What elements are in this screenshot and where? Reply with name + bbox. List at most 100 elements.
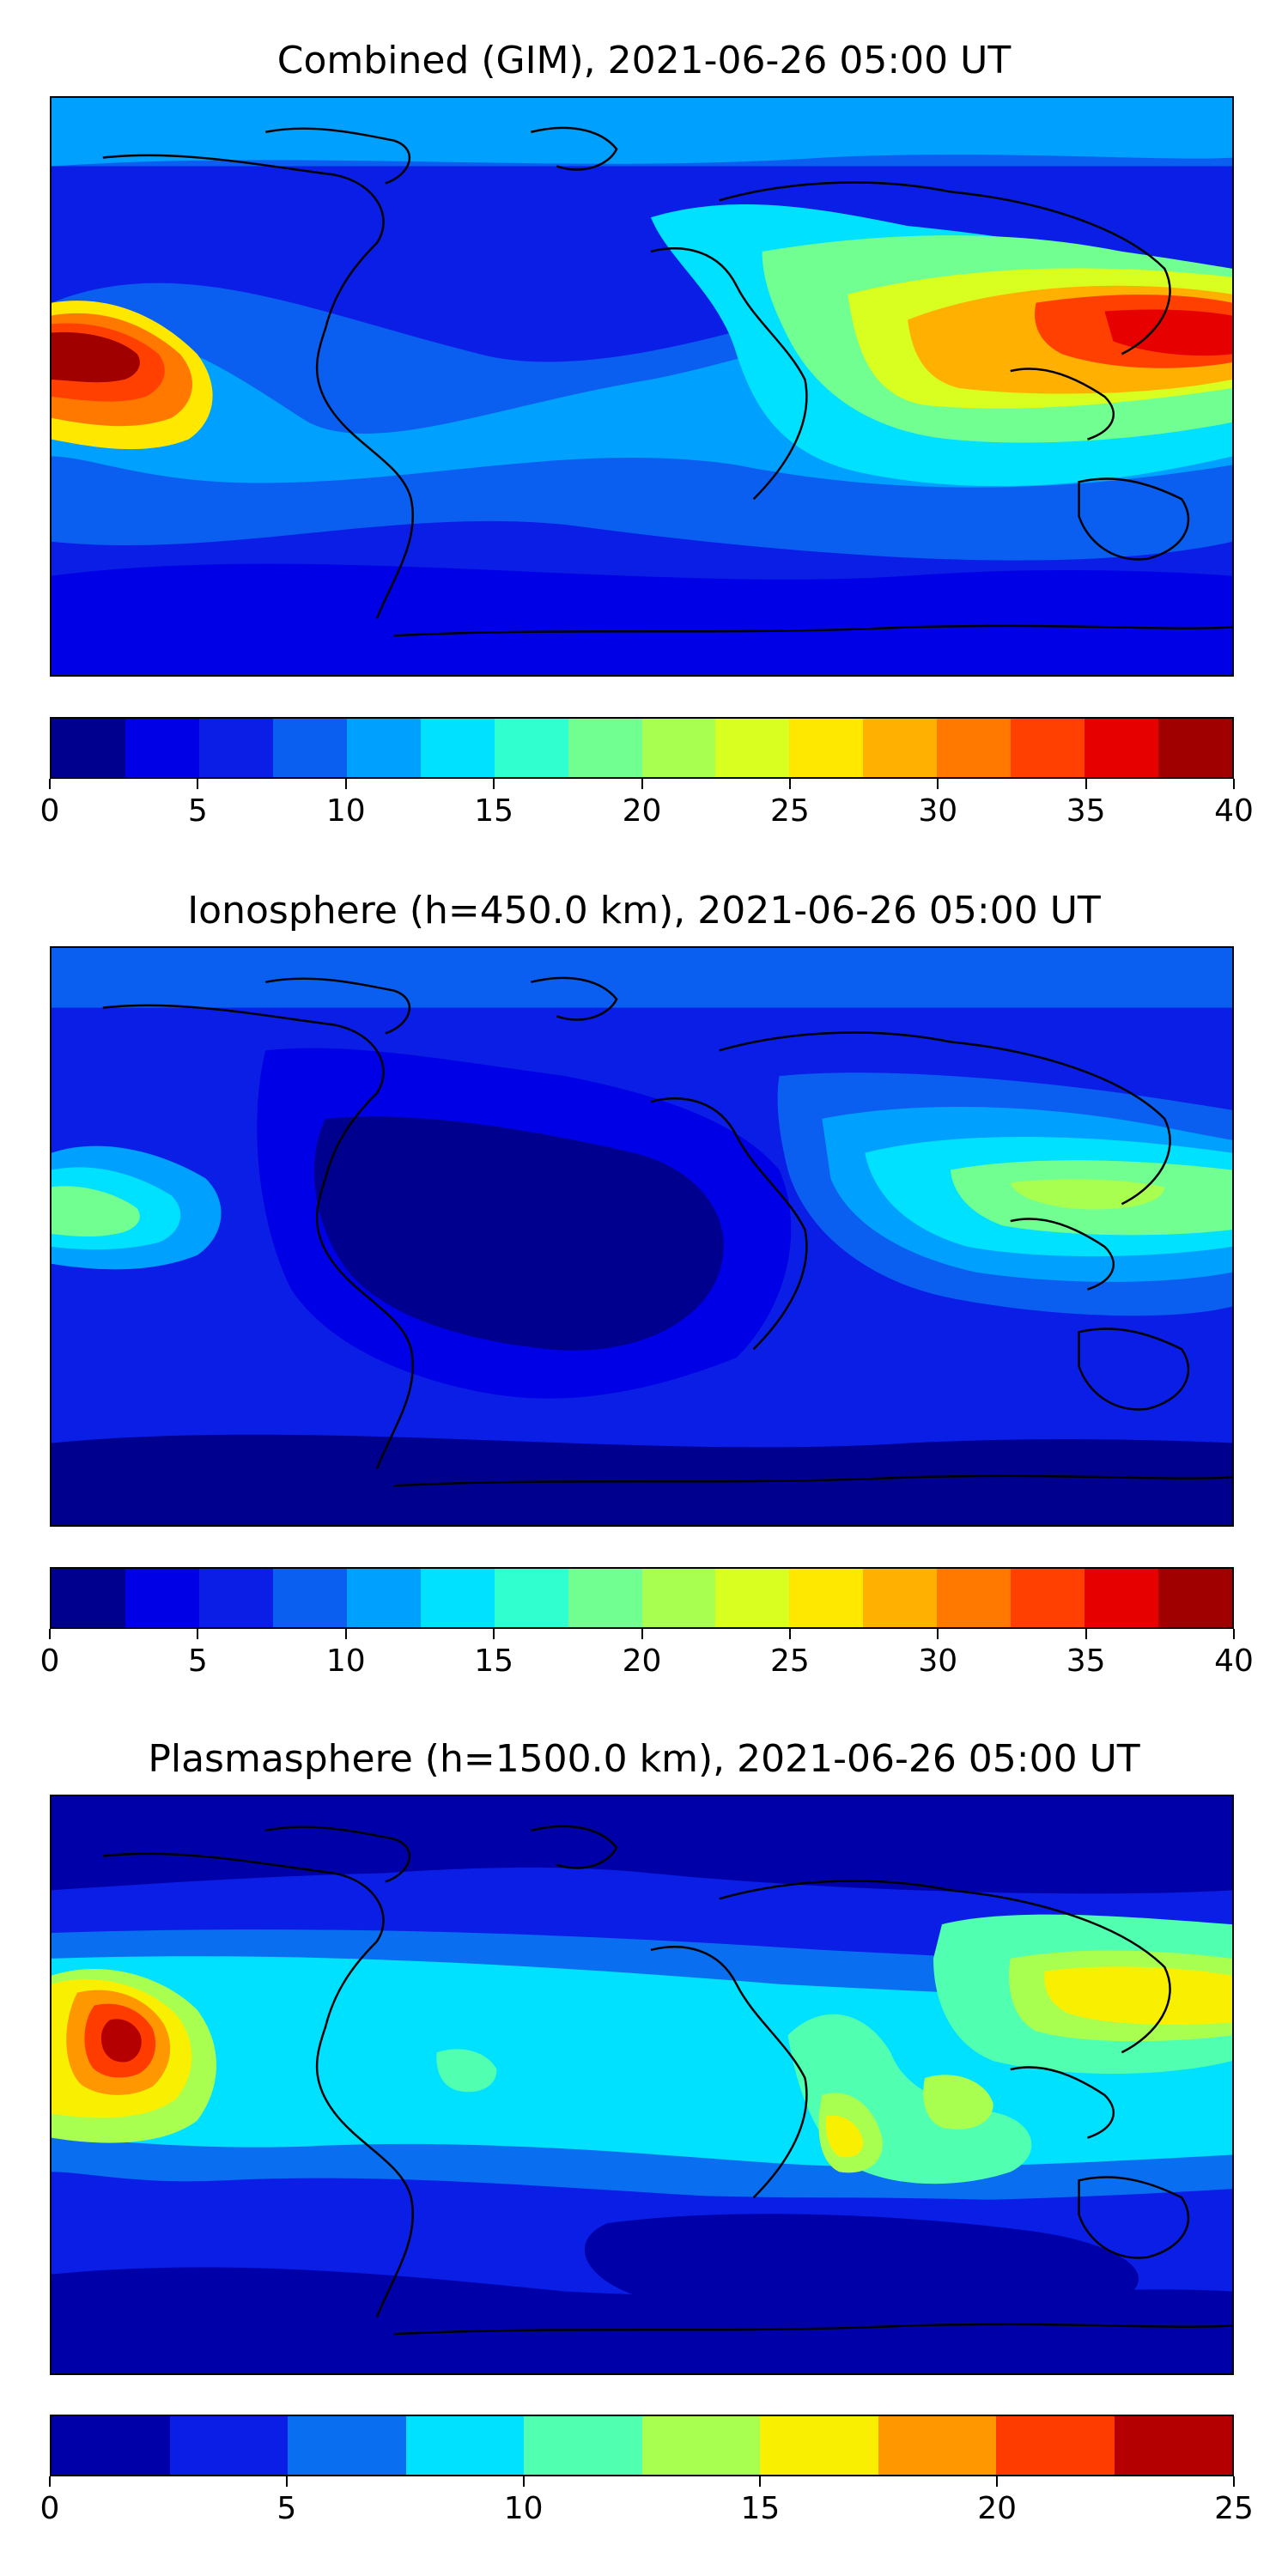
- colorbar-segment: [198, 1569, 273, 1627]
- colorbar-tick: [641, 779, 643, 789]
- colorbar-segment: [1084, 719, 1159, 777]
- colorbar-tick: [788, 779, 791, 789]
- colorbar-tick-label: 40: [1214, 1643, 1254, 1679]
- colorbar-segment: [346, 719, 421, 777]
- colorbar-tick-label: 20: [622, 793, 662, 829]
- colorbar-tick-label: 25: [769, 793, 810, 829]
- colorbar-tick: [49, 2476, 51, 2487]
- colorbar-segment: [288, 2416, 406, 2475]
- colorbar-tick-label: 15: [740, 2491, 781, 2526]
- panel-title: Plasmasphere (h=1500.0 km), 2021-06-26 0…: [148, 1737, 1140, 1781]
- colorbar-segment: [878, 2416, 996, 2475]
- tec-map: [50, 1795, 1234, 2375]
- colorbar-tick-label: 25: [1214, 2491, 1254, 2526]
- colorbar-tick-label: 20: [977, 2491, 1018, 2526]
- colorbar-segment: [125, 719, 199, 777]
- colorbar-tick-label: 10: [325, 793, 366, 829]
- colorbar-segment: [641, 1569, 716, 1627]
- colorbar-tick: [641, 1629, 643, 1639]
- colorbar-tick: [197, 779, 199, 789]
- colorbar-segment: [52, 1569, 125, 1627]
- coastlines: [102, 976, 1232, 1487]
- colorbar-ticks: 0 5 10 15 20 25 30 35 40: [40, 1629, 1254, 1680]
- colorbar-segment: [272, 719, 347, 777]
- colorbar-segment: [1158, 719, 1232, 777]
- colorbar-tick-label: 15: [474, 1643, 514, 1679]
- colorbar-segment: [789, 1569, 864, 1627]
- coastlines: [102, 126, 1232, 637]
- colorbar-segment: [1011, 1569, 1085, 1627]
- colorbar-tick-label: 35: [1066, 1643, 1106, 1679]
- colorbar-segment: [169, 2416, 288, 2475]
- colorbar-segment: [715, 719, 790, 777]
- colorbar: [50, 1567, 1234, 1629]
- colorbar-tick-label: 0: [39, 793, 60, 829]
- tec-map: [50, 96, 1234, 677]
- colorbar-tick-label: 0: [39, 1643, 60, 1679]
- colorbar-segment: [937, 719, 1012, 777]
- colorbar-segment: [715, 1569, 790, 1627]
- colorbar-segment: [1084, 1569, 1159, 1627]
- colorbar-tick-label: 30: [918, 1643, 958, 1679]
- colorbar-tick: [1233, 1629, 1235, 1639]
- tec-map-svg: [52, 948, 1232, 1525]
- colorbar-tick-label: 40: [1214, 793, 1254, 829]
- colorbar-tick-label: 35: [1066, 793, 1106, 829]
- colorbar-tick: [937, 779, 939, 789]
- colorbar-tick-label: 5: [187, 793, 208, 829]
- colorbar-segment: [1114, 2416, 1232, 2475]
- colorbar-tick-label: 5: [187, 1643, 208, 1679]
- colorbar-segment: [198, 719, 273, 777]
- colorbar-tick-label: 20: [622, 1643, 662, 1679]
- colorbar-tick: [937, 1629, 939, 1639]
- colorbar-tick: [344, 1629, 347, 1639]
- tec-map-svg: [52, 98, 1232, 675]
- colorbar-segment: [996, 2416, 1115, 2475]
- colorbar-segment: [52, 719, 125, 777]
- colorbar-tick: [49, 779, 51, 789]
- colorbar-tick: [522, 2476, 525, 2487]
- colorbar-segment: [125, 1569, 199, 1627]
- colorbar-segment: [494, 1569, 568, 1627]
- colorbar-tick: [49, 1629, 51, 1639]
- colorbar-tick-label: 15: [474, 793, 514, 829]
- tec-map-svg: [52, 1796, 1232, 2373]
- colorbar-segment: [937, 1569, 1012, 1627]
- colorbar-tick-label: 30: [918, 793, 958, 829]
- colorbar-segment: [789, 719, 864, 777]
- colorbar-segment: [1011, 719, 1085, 777]
- colorbar-segment: [272, 1569, 347, 1627]
- colorbar-tick-label: 25: [769, 1643, 810, 1679]
- colorbar-segment: [405, 2416, 524, 2475]
- colorbar-segment: [568, 719, 642, 777]
- colorbar-tick: [1084, 779, 1087, 789]
- colorbar-segment: [420, 1569, 495, 1627]
- colorbar-tick: [493, 1629, 495, 1639]
- colorbar-tick: [788, 1629, 791, 1639]
- coastlines: [102, 1825, 1232, 2336]
- colorbar-tick-label: 0: [39, 2491, 60, 2526]
- panel-title: Ionosphere (h=450.0 km), 2021-06-26 05:0…: [187, 889, 1101, 933]
- colorbar-tick-label: 10: [503, 2491, 544, 2526]
- colorbar: [50, 2415, 1234, 2476]
- colorbar-segment: [524, 2416, 642, 2475]
- tec-map: [50, 946, 1234, 1527]
- colorbar-ticks: 0 5 10 15 20 25 30 35 40: [40, 779, 1254, 830]
- colorbar-segment: [641, 2416, 760, 2475]
- colorbar-tick: [197, 1629, 199, 1639]
- colorbar-segment: [494, 719, 568, 777]
- colorbar-segment: [863, 1569, 938, 1627]
- colorbar-segment: [52, 2416, 170, 2475]
- colorbar-segment: [420, 719, 495, 777]
- colorbar-tick: [996, 2476, 999, 2487]
- colorbar: [50, 717, 1234, 779]
- panel-title: Combined (GIM), 2021-06-26 05:00 UT: [276, 39, 1012, 82]
- colorbar-tick: [1233, 779, 1235, 789]
- colorbar-tick: [344, 779, 347, 789]
- colorbar-ticks: 0 5 10 15 20 25: [40, 2476, 1254, 2528]
- colorbar-tick: [1233, 2476, 1235, 2487]
- colorbar-segment: [863, 719, 938, 777]
- colorbar-segment: [641, 719, 716, 777]
- colorbar-tick-label: 10: [325, 1643, 366, 1679]
- colorbar-segment: [346, 1569, 421, 1627]
